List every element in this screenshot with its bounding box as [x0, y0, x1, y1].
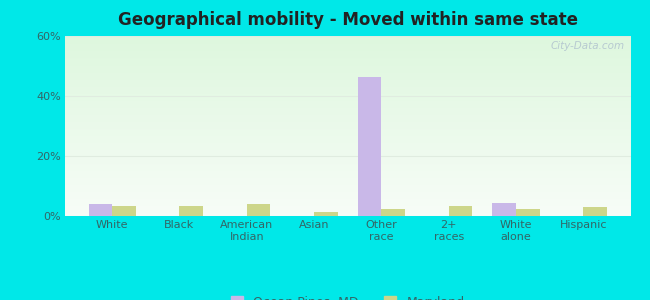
Bar — [247, 204, 270, 216]
Legend: Ocean Pines, MD, Maryland: Ocean Pines, MD, Maryland — [226, 291, 469, 300]
Bar — [584, 207, 607, 216]
Bar — [493, 202, 516, 216]
Bar — [112, 206, 136, 216]
Bar — [179, 206, 203, 216]
Bar — [448, 206, 473, 216]
Text: City-Data.com: City-Data.com — [551, 41, 625, 51]
Title: Geographical mobility - Moved within same state: Geographical mobility - Moved within sam… — [118, 11, 578, 29]
Bar — [88, 204, 112, 216]
Bar — [516, 208, 540, 216]
Bar — [314, 212, 337, 216]
Bar — [382, 208, 405, 216]
Bar — [358, 76, 382, 216]
